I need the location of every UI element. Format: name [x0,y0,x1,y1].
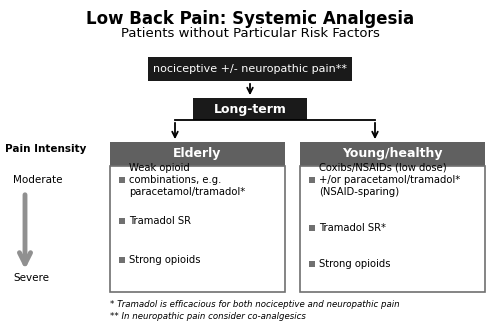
Bar [110,142,285,166]
Bar [119,177,125,183]
Text: Long-term: Long-term [214,102,286,115]
Text: Low Back Pain: Systemic Analgesia: Low Back Pain: Systemic Analgesia [86,10,414,28]
Text: Tramadol SR*: Tramadol SR* [319,223,386,233]
Text: Moderate: Moderate [13,175,62,185]
Bar [309,261,315,267]
Text: Pain Intensity: Pain Intensity [5,144,86,154]
Text: Elderly: Elderly [174,147,222,161]
Bar [300,166,485,292]
Bar [119,218,125,224]
Text: Weak opioid
combinations, e.g.
paracetamol/tramadol*: Weak opioid combinations, e.g. paracetam… [129,163,245,198]
Text: Severe: Severe [13,273,49,283]
Text: Tramadol SR: Tramadol SR [129,216,191,226]
Bar [309,225,315,231]
Text: nociceptive +/- neuropathic pain**: nociceptive +/- neuropathic pain** [153,64,347,74]
Text: Patients without Particular Risk Factors: Patients without Particular Risk Factors [120,27,380,40]
Bar [110,166,285,292]
Text: ** In neuropathic pain consider co-analgesics: ** In neuropathic pain consider co-analg… [110,312,306,321]
Bar [309,177,315,183]
Bar [193,98,307,120]
Text: Young/healthy: Young/healthy [342,147,443,161]
Bar [148,57,352,81]
Text: Strong opioids: Strong opioids [319,259,390,269]
Text: Strong opioids: Strong opioids [129,255,200,265]
Bar [119,257,125,263]
Bar [300,142,485,166]
Text: * Tramadol is efficacious for both nociceptive and neuropathic pain: * Tramadol is efficacious for both nocic… [110,300,400,309]
Text: Coxibs/NSAIDs (low dose)
+/or paracetamol/tramadol*
(NSAID-sparing): Coxibs/NSAIDs (low dose) +/or paracetamo… [319,163,460,198]
